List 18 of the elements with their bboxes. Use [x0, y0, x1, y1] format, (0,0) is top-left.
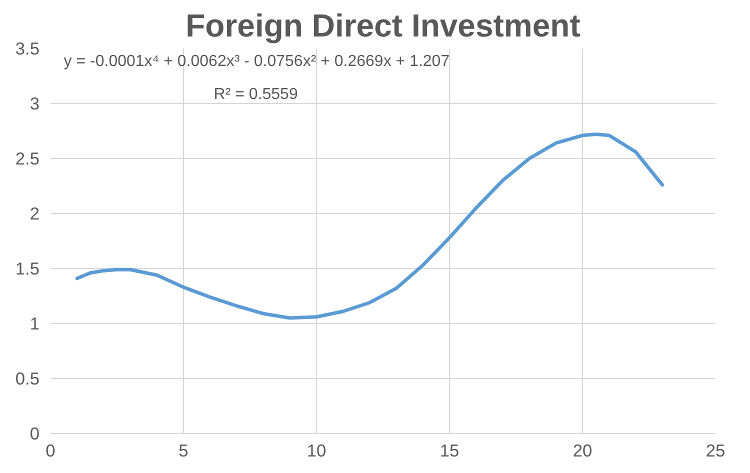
y-tick-label: 1.5 — [15, 258, 40, 278]
line-series — [75, 132, 664, 320]
chart-title: Foreign Direct Investment — [186, 8, 581, 44]
x-tick-label: 15 — [440, 440, 460, 460]
y-tick-label: 0.5 — [15, 368, 40, 388]
x-tick-label: 10 — [306, 440, 326, 460]
y-tick-label: 2 — [30, 204, 40, 224]
y-tick-label: 1 — [30, 314, 40, 334]
annotation: R² = 0.5559 — [214, 86, 298, 104]
x-tick-label: 5 — [178, 440, 188, 460]
y-tick-label: 0 — [30, 424, 40, 444]
annotation: y = -0.0001x⁴ + 0.0062x³ - 0.0756x² + 0.2669x + 1.207 — [64, 53, 450, 70]
x-tick-label: 20 — [572, 440, 592, 460]
y-tick-label: 2.5 — [15, 148, 40, 168]
x-tick-label: 25 — [706, 440, 726, 460]
y-tick-label: 3.5 — [15, 38, 40, 58]
x-tick-label: 0 — [46, 440, 56, 460]
y-tick-label: 3 — [30, 94, 40, 114]
